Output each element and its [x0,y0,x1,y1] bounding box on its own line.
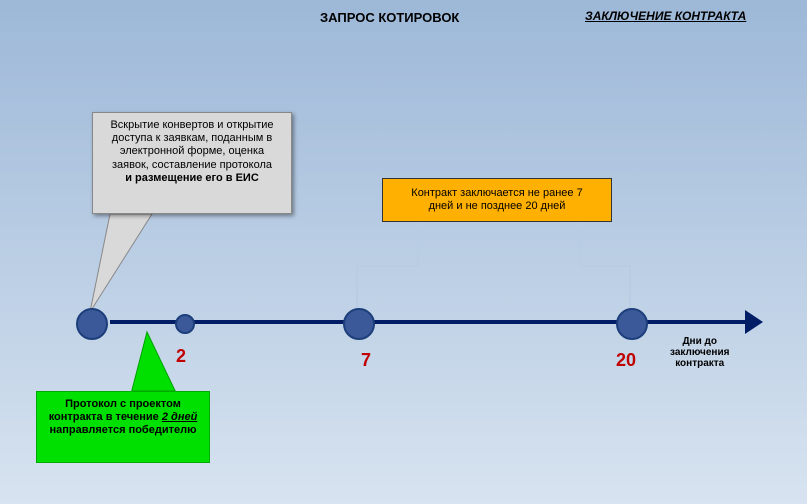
callout-protocol-sent: Протокол с проектом контракта в течение … [36,391,210,463]
callout-green-suffix: направляется победителю [50,424,197,436]
diagram-stage: ЗАПРОС КОТИРОВОК ЗАКЛЮЧЕНИЕ КОНТРАКТА Вс… [0,0,807,504]
callout-green-days: 2 дней [162,411,197,423]
